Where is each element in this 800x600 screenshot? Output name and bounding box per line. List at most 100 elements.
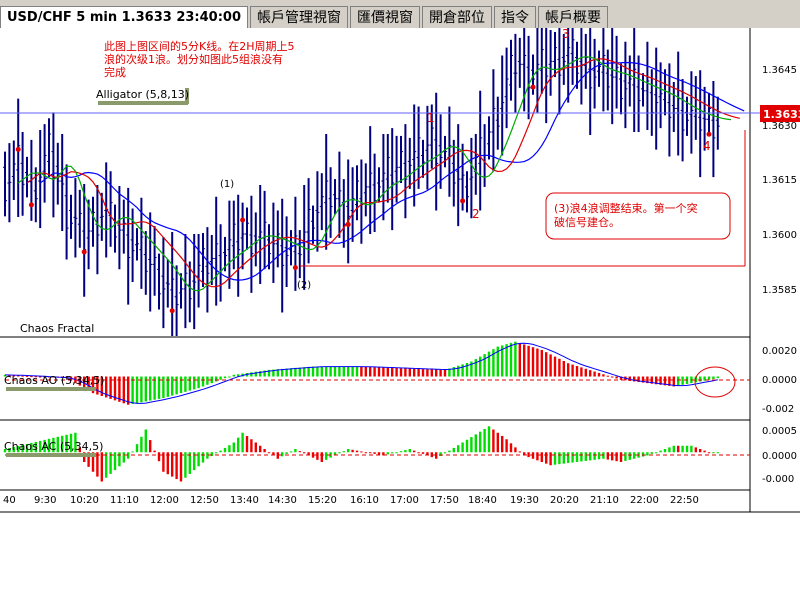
ao-bar [545, 352, 548, 377]
ac-bar [215, 452, 218, 454]
tab-orders[interactable]: 指令 [494, 6, 536, 28]
ao-bar [571, 364, 574, 377]
ao-bar [558, 358, 561, 377]
tab-account-management[interactable]: 帳戶管理視窗 [250, 6, 348, 28]
ao-bar [267, 369, 271, 377]
ao-bar [523, 344, 526, 377]
note-top-line-3: 完成 [104, 65, 126, 79]
ac-bar [52, 437, 55, 453]
ao-bar [237, 374, 240, 377]
ac-bar [373, 452, 376, 454]
ao-bar [580, 367, 583, 377]
ao-bar [100, 376, 103, 397]
x-tick-11: 17:50 [430, 495, 459, 506]
ao-bar [188, 376, 191, 391]
ao-bar [263, 370, 266, 377]
x-tick-7: 14:30 [268, 495, 297, 506]
ao-bar [663, 376, 667, 386]
ac-bar [12, 446, 15, 453]
ac-bar [105, 452, 108, 478]
ao-bar [461, 364, 464, 377]
ac-bar [61, 435, 64, 453]
ao-bar [677, 376, 680, 386]
ac-bar [166, 452, 169, 475]
ac-bar [545, 452, 548, 464]
ac-bar [245, 436, 249, 453]
ao-bar [514, 341, 517, 377]
ac-bar [355, 450, 359, 453]
ao-bar [135, 376, 139, 404]
ao-bar [553, 356, 557, 377]
ac-bar [553, 452, 557, 465]
ac-bar [461, 442, 464, 453]
ac-bar [179, 452, 183, 482]
ao-bar [122, 376, 125, 404]
ac-bar [399, 451, 403, 453]
ac-bar [509, 443, 513, 453]
ac-bar [624, 452, 627, 461]
ac-bar [56, 436, 59, 453]
ac-bar [333, 452, 337, 456]
tab-account-summary[interactable]: 帳戶概要 [538, 6, 608, 28]
ac-bar [351, 449, 354, 453]
ao-bar [672, 376, 675, 387]
ac-bar [575, 452, 579, 462]
ac-bar [294, 449, 297, 453]
ac-bar [435, 452, 438, 459]
ac-bar [421, 452, 425, 454]
ao-bar [342, 366, 345, 377]
ac-bar [681, 445, 684, 453]
ao-bar [377, 367, 381, 377]
ao-bar [219, 376, 222, 380]
ac-bar [641, 452, 645, 457]
ac-bar [237, 437, 240, 453]
ac-bar [241, 432, 244, 453]
ac-bar [452, 447, 455, 453]
ao-bar [470, 361, 473, 377]
ao-bar [452, 367, 455, 377]
current-price-value: 1.3633 [763, 108, 800, 121]
ac-bar [325, 452, 328, 460]
ac-bar [263, 449, 266, 453]
ao-bar [118, 376, 121, 402]
ao-bar [325, 366, 328, 377]
tab-chart-usdchf[interactable]: USD/CHF 5 min 1.3633 23:40:00 [0, 6, 248, 28]
ao-bar [21, 375, 24, 377]
x-tick-5: 12:50 [190, 495, 219, 506]
ac-bar [443, 452, 447, 454]
tab-quotes[interactable]: 匯價視窗 [350, 6, 420, 28]
alligator-label-underline [98, 101, 188, 105]
chart-area[interactable]: 1.3645 1.3630 1.3615 1.3600 1.3585 1.363… [0, 28, 800, 600]
tab-open-positions[interactable]: 開倉部位 [422, 6, 492, 28]
ao-bar [83, 376, 86, 389]
ao-bar [250, 372, 253, 377]
ao-bar [140, 376, 143, 403]
ao-tick-2: -0.002 [762, 404, 794, 415]
ao-tick-0: 0.0020 [762, 346, 797, 357]
ac-bar [677, 445, 680, 453]
ac-bar [597, 452, 601, 460]
ao-bar [417, 368, 420, 377]
ac-bar [426, 452, 429, 456]
ac-bar [210, 452, 213, 457]
ao-bar [329, 366, 332, 377]
ao-bar [184, 376, 187, 392]
ao-bar [149, 376, 152, 401]
ao-bar [562, 361, 565, 377]
ao-bar [355, 366, 359, 377]
ac-bar [562, 452, 565, 464]
ao-bar [144, 376, 147, 402]
ao-bar [316, 366, 319, 377]
ac-bar [228, 445, 231, 453]
ac-bar [47, 438, 51, 453]
ao-bar [699, 376, 702, 382]
x-tick-1: 9:30 [34, 495, 56, 506]
ac-bar [259, 445, 262, 453]
ac-bar [382, 452, 385, 456]
ac-bar [404, 450, 407, 453]
ac-bar [483, 428, 486, 453]
ac-bar [65, 434, 68, 453]
ac-bar [650, 452, 653, 454]
ac-bar [558, 452, 561, 465]
ao-bar [17, 375, 20, 377]
